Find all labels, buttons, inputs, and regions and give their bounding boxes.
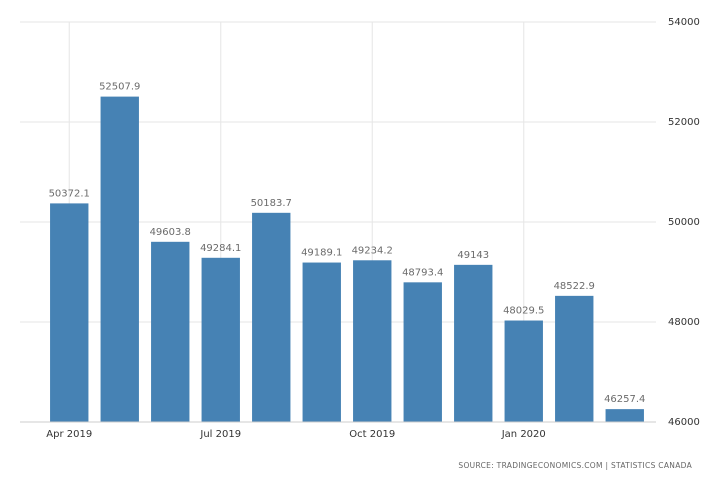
- source: SOURCE: TRADINGECONOMICS.COM | STATISTIC…: [458, 461, 692, 470]
- bar: [504, 320, 543, 422]
- y-tick-label: 54000: [668, 17, 700, 28]
- y-tick-label: 46000: [668, 417, 700, 428]
- bar: [555, 295, 594, 422]
- x-tick-label: Oct 2019: [349, 429, 395, 440]
- value-label: 46257.4: [604, 394, 645, 405]
- value-label: 48793.4: [402, 267, 443, 278]
- y-tick-label: 48000: [668, 317, 700, 328]
- x-tick-label: Apr 2019: [46, 429, 92, 440]
- value-label: 52507.9: [99, 82, 140, 93]
- value-label: 48029.5: [503, 306, 544, 317]
- value-label: 48522.9: [554, 281, 595, 292]
- value-label: 50183.7: [251, 198, 292, 209]
- value-label: 49234.2: [352, 245, 393, 256]
- value-label: 49284.1: [200, 243, 241, 254]
- bar: [50, 203, 89, 422]
- x-tick-label: Jul 2019: [199, 429, 241, 440]
- x-tick-label: Jan 2020: [501, 429, 546, 440]
- bar: [353, 260, 392, 422]
- bar: [201, 257, 240, 422]
- value-label: 49189.1: [301, 248, 342, 259]
- value-label: 50372.1: [49, 188, 90, 199]
- bar: [151, 241, 190, 422]
- value-label: 49143: [457, 250, 489, 261]
- y-tick-label: 50000: [668, 217, 700, 228]
- bar: [252, 212, 291, 422]
- bar: [302, 262, 341, 422]
- y-tick-label: 52000: [668, 117, 700, 128]
- value-label: 49603.8: [150, 227, 191, 238]
- bar: [605, 409, 644, 422]
- bar: [454, 264, 493, 422]
- bar: [100, 96, 139, 422]
- bar: [403, 282, 442, 422]
